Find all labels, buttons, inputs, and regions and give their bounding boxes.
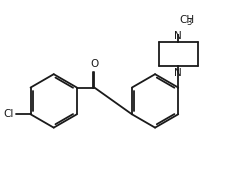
Text: 3: 3 bbox=[187, 18, 192, 27]
Text: O: O bbox=[90, 59, 99, 69]
Text: Cl: Cl bbox=[4, 109, 14, 119]
Text: CH: CH bbox=[180, 15, 195, 25]
Text: N: N bbox=[174, 68, 182, 78]
Text: N: N bbox=[174, 31, 182, 41]
